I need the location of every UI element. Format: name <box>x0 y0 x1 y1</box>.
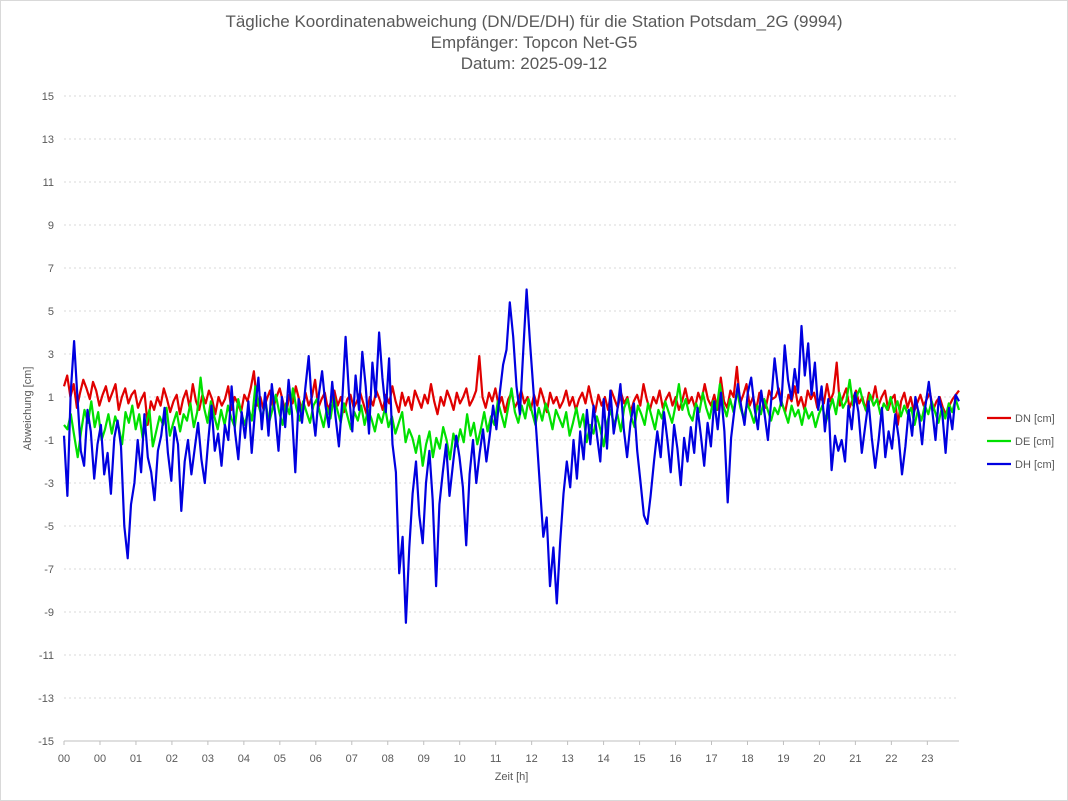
x-axis-label: Zeit [h] <box>495 771 529 783</box>
x-tick-label: 20 <box>813 753 825 765</box>
y-tick-label: -13 <box>38 693 54 705</box>
y-tick-label: -7 <box>44 564 54 576</box>
y-tick-label: 5 <box>48 306 54 318</box>
x-tick-label: 16 <box>669 753 681 765</box>
chart-date: Datum: 2025-09-12 <box>460 54 608 73</box>
x-tick-label: 12 <box>526 753 538 765</box>
x-tick-label: 03 <box>202 753 214 765</box>
series-line-dh <box>62 288 960 624</box>
y-tick-label: -1 <box>44 435 54 447</box>
x-tick-label: 18 <box>741 753 753 765</box>
x-tick-label: 15 <box>633 753 645 765</box>
y-tick-label: -11 <box>39 650 54 662</box>
x-tick-label: 05 <box>274 753 286 765</box>
legend-label-de: DE [cm] <box>1015 436 1054 448</box>
x-tick-label: 10 <box>454 753 466 765</box>
x-tick-label: 01 <box>130 753 142 765</box>
y-tick-label: -9 <box>44 607 54 619</box>
x-tick-label: 00 <box>58 753 70 765</box>
y-tick-label: -3 <box>44 478 54 490</box>
x-tick-label: 17 <box>705 753 717 765</box>
legend-label-dh: DH [cm] <box>1015 459 1055 471</box>
x-tick-label: 21 <box>849 753 861 765</box>
y-axis-label: Abweichung [cm] <box>22 367 34 451</box>
y-tick-label: 15 <box>42 91 54 103</box>
x-tick-label: 14 <box>597 753 609 765</box>
y-tick-label: 11 <box>43 177 54 189</box>
title-block: Tägliche Koordinatenabweichung (DN/DE/DH… <box>1 11 1067 74</box>
y-tick-label: 1 <box>48 392 54 404</box>
legend-label-dn: DN [cm] <box>1015 413 1055 425</box>
y-tick-label: 13 <box>42 134 54 146</box>
x-tick-label: 08 <box>382 753 394 765</box>
y-tick-label: -15 <box>38 736 54 748</box>
x-tick-label: 13 <box>561 753 573 765</box>
y-tick-label: -5 <box>44 521 54 533</box>
x-tick-label: 07 <box>346 753 358 765</box>
x-tick-label: 23 <box>921 753 933 765</box>
x-tick-label: 06 <box>310 753 322 765</box>
chart-title: Tägliche Koordinatenabweichung (DN/DE/DH… <box>225 12 843 31</box>
x-tick-label: 02 <box>166 753 178 765</box>
y-tick-label: 3 <box>48 349 54 361</box>
series-line-de <box>63 376 961 467</box>
chart-subtitle: Empfänger: Topcon Net-G5 <box>430 33 638 52</box>
y-tick-label: 9 <box>48 220 54 232</box>
y-tick-label: 7 <box>48 263 54 275</box>
x-tick-label: 04 <box>238 753 250 765</box>
x-tick-label: 19 <box>777 753 789 765</box>
x-tick-label: 00 <box>94 753 106 765</box>
x-tick-label: 22 <box>885 753 897 765</box>
x-tick-label: 09 <box>418 753 430 765</box>
x-tick-label: 11 <box>490 753 501 765</box>
